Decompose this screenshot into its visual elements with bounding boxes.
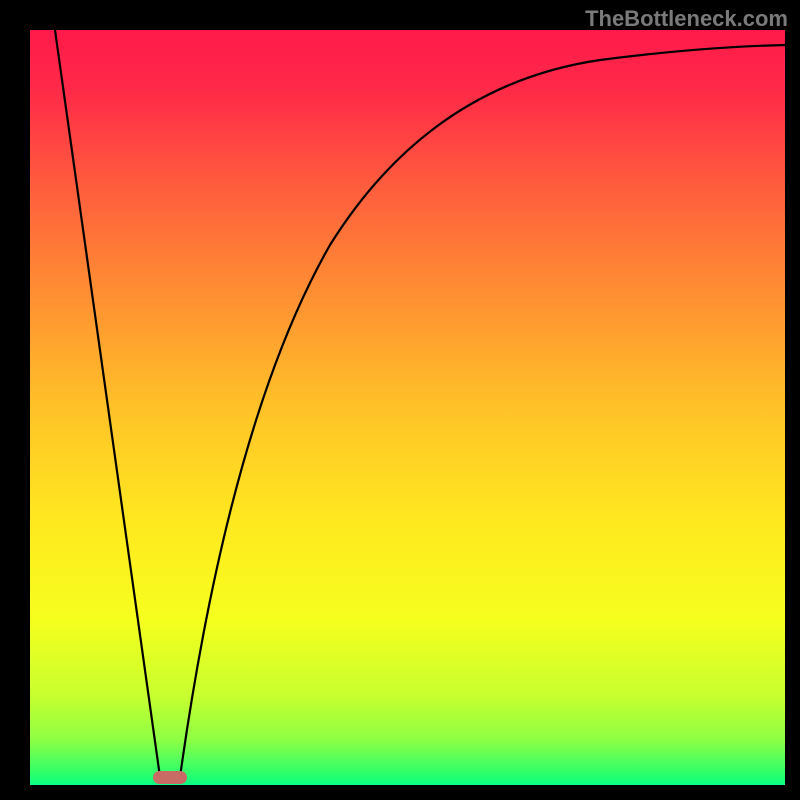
watermark-text: TheBottleneck.com [585,6,788,32]
chart-container: TheBottleneck.com [0,0,800,800]
plot-background [30,30,785,785]
chart-svg [0,0,800,800]
bottleneck-marker [153,771,187,784]
